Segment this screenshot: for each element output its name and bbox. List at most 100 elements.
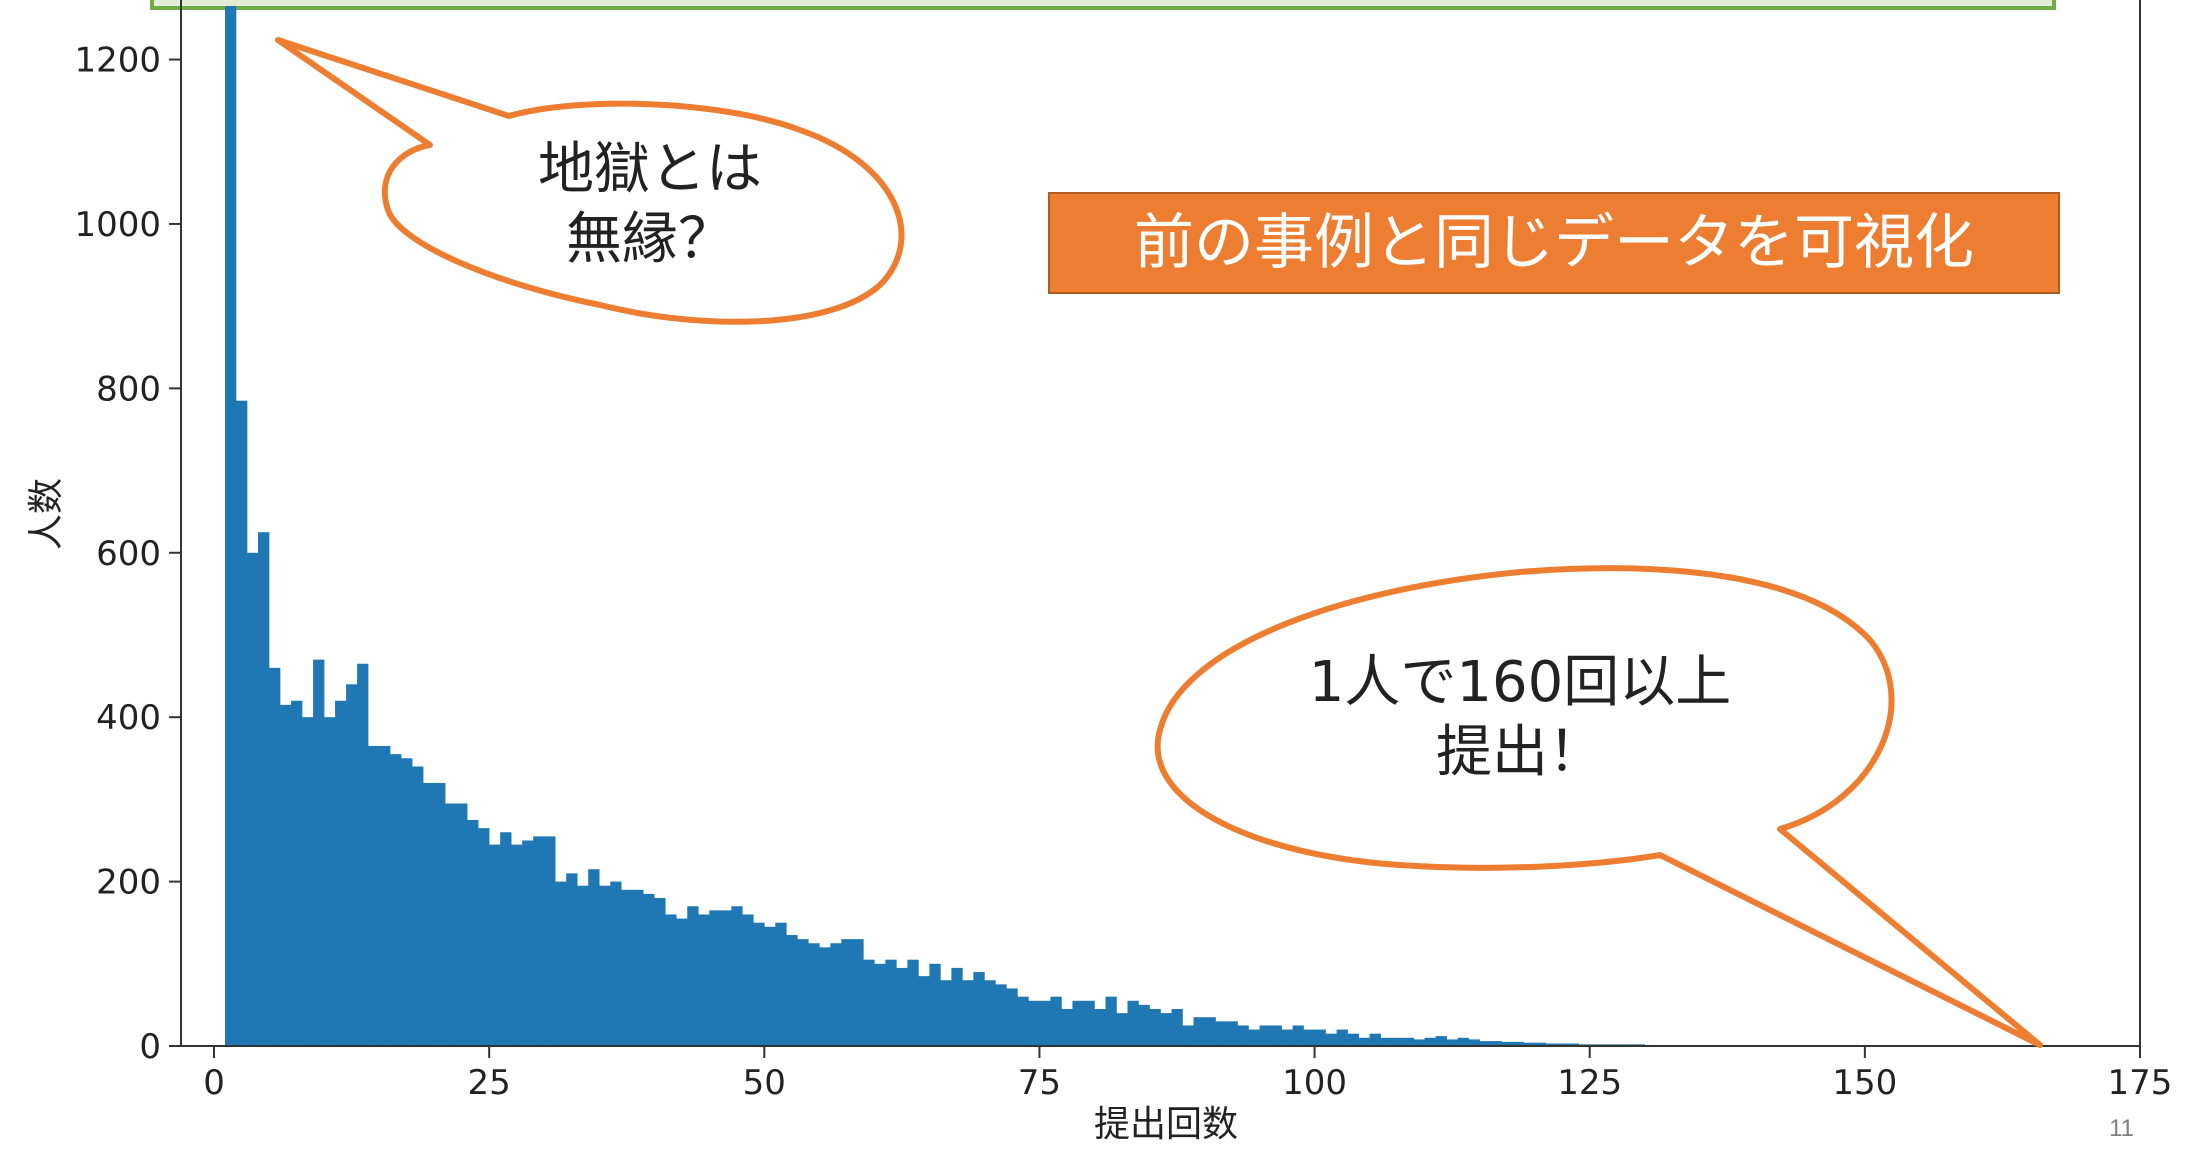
histogram-bar: [1534, 1042, 1546, 1046]
y-axis-label: 人数: [26, 478, 67, 550]
histogram-bar: [324, 717, 336, 1046]
histogram-bar: [687, 906, 699, 1046]
histogram-bar: [731, 906, 743, 1046]
histogram-bar: [1072, 1000, 1084, 1046]
histogram-bar: [1325, 1033, 1337, 1046]
histogram-bar: [1138, 1004, 1150, 1046]
histogram-bar: [621, 889, 633, 1046]
histogram-bar: [1380, 1037, 1392, 1046]
histogram-bar: [1303, 1029, 1315, 1046]
x-tick-label: 75: [1018, 1063, 1061, 1103]
histogram-bar: [489, 844, 501, 1046]
histogram-bar: [995, 984, 1007, 1046]
y-tick-label: 0: [139, 1027, 161, 1067]
histogram-bar: [940, 980, 952, 1046]
x-axis-label: 提出回数: [1094, 1104, 1238, 1145]
histogram-bar: [291, 700, 303, 1046]
histogram-bar: [984, 980, 996, 1046]
histogram-bar: [929, 963, 941, 1046]
histogram-bar: [753, 922, 765, 1046]
histogram-bar: [434, 782, 446, 1046]
histogram-bar: [1501, 1041, 1513, 1046]
histogram-bar: [1171, 1009, 1183, 1046]
histogram-bar: [401, 758, 413, 1046]
histogram-bar: [610, 881, 622, 1046]
page-number: 11: [2109, 1115, 2134, 1142]
histogram-bar: [1556, 1043, 1569, 1046]
histogram-bar: [500, 832, 512, 1046]
speech-bubble-left: [275, 37, 905, 325]
histogram-bar: [357, 663, 369, 1046]
histogram-bar: [1457, 1037, 1469, 1046]
x-tick-label: 0: [203, 1063, 225, 1103]
histogram-bar: [1127, 1000, 1139, 1046]
histogram-bar: [896, 967, 908, 1046]
histogram-bar: [236, 400, 248, 1047]
histogram-bar: [1039, 1000, 1051, 1046]
histogram-bar: [885, 959, 897, 1046]
histogram-bar: [786, 935, 798, 1046]
histogram-bar: [1017, 996, 1029, 1046]
histogram-bar: [599, 885, 611, 1046]
histogram-bar: [1512, 1041, 1524, 1046]
histogram-bar: [1193, 1017, 1205, 1046]
histogram-bar: [676, 918, 688, 1046]
histogram-bar: [1336, 1029, 1348, 1046]
histogram-bar: [1160, 1013, 1172, 1046]
histogram-bar: [1413, 1039, 1425, 1046]
x-tick-label: 125: [1557, 1063, 1622, 1103]
histogram-bar: [588, 869, 600, 1046]
histogram-bar: [819, 947, 831, 1046]
histogram-bar: [1479, 1041, 1491, 1046]
histogram-bar: [643, 893, 655, 1046]
histogram-bar: [1083, 1000, 1095, 1046]
histogram-bar: [1215, 1021, 1227, 1046]
histogram-bar: [423, 782, 435, 1046]
histogram-bar: [302, 717, 314, 1046]
histogram-bar: [1061, 1009, 1073, 1046]
histogram-bar: [632, 889, 644, 1046]
x-tick-label: 175: [2108, 1063, 2173, 1103]
histogram-bar: [1116, 1013, 1128, 1046]
histogram-bar: [478, 828, 490, 1046]
histogram-bar: [555, 881, 567, 1046]
histogram-bar: [1050, 996, 1062, 1046]
histogram-bar: [533, 836, 545, 1046]
histogram-bar: [1270, 1025, 1282, 1046]
histogram-bar: [665, 914, 677, 1046]
y-ticks: 0 200 400 600 800 1000 1200: [74, 41, 181, 1067]
histogram-bar: [412, 766, 424, 1046]
histogram-bar: [1028, 1000, 1040, 1046]
x-tick-label: 50: [743, 1063, 786, 1103]
histogram-bar: [874, 963, 886, 1046]
y-tick-label: 1000: [74, 205, 161, 245]
histogram-bar: [577, 885, 589, 1046]
histogram-bar: [742, 914, 754, 1046]
histogram-bar: [808, 943, 820, 1046]
y-tick-label: 600: [96, 534, 161, 574]
y-tick-label: 400: [96, 698, 161, 738]
histogram-bar: [544, 836, 556, 1046]
histogram-bar: [764, 926, 776, 1046]
histogram-bar: [852, 939, 864, 1046]
y-tick-label: 800: [96, 369, 161, 409]
histogram-bar: [1424, 1037, 1436, 1046]
x-tick-label: 100: [1282, 1063, 1347, 1103]
histogram-bar: [1358, 1037, 1370, 1046]
histogram-bar: [456, 803, 468, 1046]
histogram-bar: [1402, 1037, 1414, 1046]
histogram-bar: [1523, 1042, 1535, 1046]
histogram-bar: [830, 943, 842, 1046]
histogram-bar: [313, 659, 325, 1046]
callout-box: 前の事例と同じデータを可視化: [1048, 192, 2060, 294]
histogram-bar: [1567, 1043, 1580, 1046]
histogram-bar: [775, 922, 787, 1046]
histogram-bar: [1182, 1025, 1194, 1046]
histogram-bar: [1490, 1041, 1502, 1046]
histogram-bar: [445, 803, 457, 1046]
histogram-bar: [335, 700, 347, 1046]
histogram-bar: [258, 532, 270, 1046]
histogram-bar: [1369, 1033, 1381, 1046]
histogram-bar: [1468, 1039, 1480, 1046]
histogram-bar: [1347, 1033, 1359, 1046]
